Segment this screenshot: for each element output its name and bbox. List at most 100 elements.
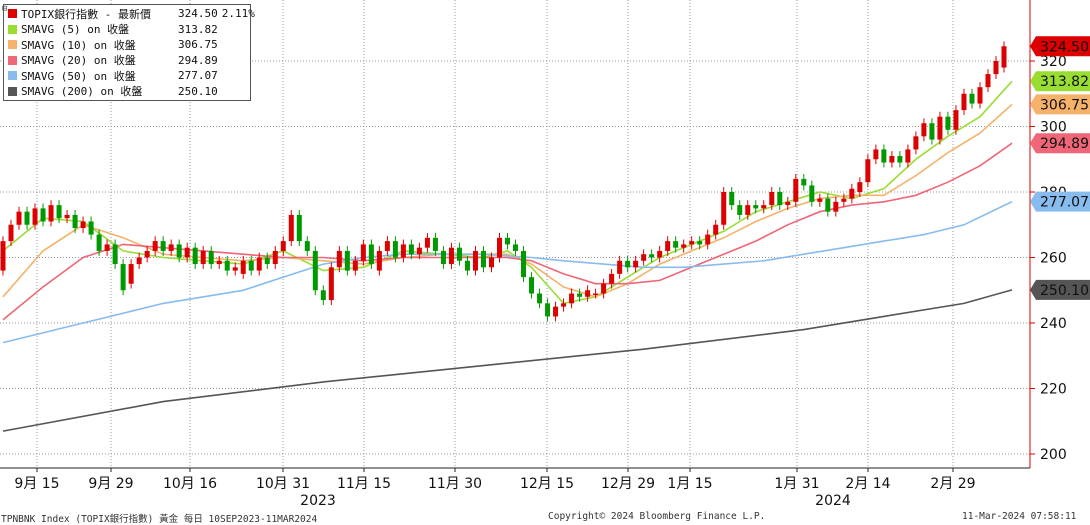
candle-body xyxy=(993,61,999,75)
x-tick-label: 2月 14 xyxy=(845,476,890,492)
candle-body xyxy=(120,264,126,291)
y-tick-label: 320 xyxy=(1040,54,1067,70)
candle-body xyxy=(416,247,422,255)
x-tick-label: 12月 15 xyxy=(520,476,574,492)
candle-body xyxy=(753,205,759,209)
candle-body xyxy=(969,93,975,104)
candle-body xyxy=(657,250,663,258)
candle-body xyxy=(857,182,863,192)
candle-body xyxy=(400,244,406,258)
legend-value: 324.50 2.11% xyxy=(178,7,255,21)
candle-body xyxy=(440,250,446,265)
candle-body xyxy=(384,241,390,251)
x-year-label: 2024 xyxy=(815,493,851,509)
y-tick-label: 240 xyxy=(1040,316,1067,332)
candle-body xyxy=(721,192,727,225)
candle-body xyxy=(248,260,254,271)
candle-body xyxy=(424,237,430,248)
candle-body xyxy=(336,250,342,268)
candle-body xyxy=(585,290,591,297)
candle-body xyxy=(649,254,655,258)
tag-background xyxy=(1030,71,1090,92)
last-value-tag: 277.07 xyxy=(1030,191,1090,212)
candle-body xyxy=(633,260,639,268)
legend-value: 294.89 xyxy=(178,53,218,67)
candle-body xyxy=(713,224,719,235)
legend-name: SMAVG (200) on 收盤 xyxy=(21,85,143,99)
tag-value: 250.10 xyxy=(1040,283,1089,299)
tag-value: 277.07 xyxy=(1040,195,1089,211)
candle-body xyxy=(1001,46,1007,68)
candle-body xyxy=(953,110,959,130)
candle-body xyxy=(529,277,535,294)
tag-value: 294.89 xyxy=(1040,136,1089,152)
candle-body xyxy=(769,192,775,206)
candle-body xyxy=(929,123,935,140)
legend: ⊟ TOPIX銀行指數 - 最新價 324.50 2.11% SMAVG (5) … xyxy=(2,4,255,101)
tag-value: 324.50 xyxy=(1040,39,1089,55)
x-year-label: 2023 xyxy=(300,493,336,509)
candle-body xyxy=(240,260,246,274)
candle-body xyxy=(496,237,502,258)
candle-body xyxy=(937,116,943,140)
candle-body xyxy=(849,188,855,199)
y-axis: 200220240260280300320 xyxy=(1030,54,1067,463)
footer-source: TPNBNK Index (TOPIX銀行指數) 黃金 每日 10SEP2023… xyxy=(1,514,318,525)
legend-swatch xyxy=(8,55,17,65)
candle-body xyxy=(128,264,134,284)
legend-value: 313.82 xyxy=(178,22,218,36)
candle-body xyxy=(609,273,615,284)
x-tick-label: 9月 15 xyxy=(14,476,59,492)
candle-body xyxy=(977,87,983,104)
candle-body xyxy=(176,244,182,258)
candle-body xyxy=(985,74,991,88)
candle-body xyxy=(472,250,478,271)
candle-body xyxy=(272,250,278,265)
legend-value: 250.10 xyxy=(178,84,218,98)
tag-value: 306.75 xyxy=(1040,97,1089,113)
legend-swatch xyxy=(8,9,17,19)
candle-body xyxy=(689,241,695,245)
legend-name: SMAVG (20) on 收盤 xyxy=(21,54,136,68)
x-tick-label: 2月 29 xyxy=(930,476,975,492)
candle-body xyxy=(913,136,919,150)
candle-body xyxy=(537,293,543,304)
legend-value: 277.07 xyxy=(178,69,218,83)
candle-body xyxy=(264,257,270,265)
candle-body xyxy=(408,244,414,255)
x-tick-label: 11月 30 xyxy=(428,476,482,492)
candle-body xyxy=(24,211,30,225)
candle-body xyxy=(705,234,711,245)
candle-body xyxy=(905,149,911,163)
series-line xyxy=(2,289,1013,432)
candle-body xyxy=(505,237,511,245)
legend-collapse-icon[interactable]: ⊟ xyxy=(2,4,8,14)
candle-body xyxy=(352,260,358,271)
candle-body xyxy=(64,214,70,219)
candle-body xyxy=(873,149,879,160)
legend-swatch xyxy=(8,86,17,96)
x-tick-label: 11月 15 xyxy=(337,476,391,492)
candle-body xyxy=(513,244,519,251)
candle-body xyxy=(320,290,326,301)
legend-swatch xyxy=(8,24,17,34)
candle-body xyxy=(665,241,671,251)
candle-body xyxy=(144,250,150,258)
last-value-tag: 324.50 xyxy=(1030,36,1090,57)
candle-body xyxy=(40,208,46,222)
candle-body xyxy=(256,257,262,271)
x-tick-label: 10月 16 xyxy=(163,476,217,492)
candle-body xyxy=(809,185,815,202)
last-value-tag: 294.89 xyxy=(1030,133,1090,154)
x-tick-label: 10月 31 xyxy=(256,476,310,492)
candle-body xyxy=(48,205,54,222)
candle-body xyxy=(360,244,366,261)
candle-body xyxy=(312,250,318,291)
candle-body xyxy=(833,201,839,212)
legend-row: TOPIX銀行指數 - 最新價 324.50 2.11% xyxy=(6,6,255,22)
candle-body xyxy=(561,303,567,307)
candle-body xyxy=(817,198,823,202)
candle-body xyxy=(32,208,38,225)
candle-body xyxy=(793,178,799,202)
